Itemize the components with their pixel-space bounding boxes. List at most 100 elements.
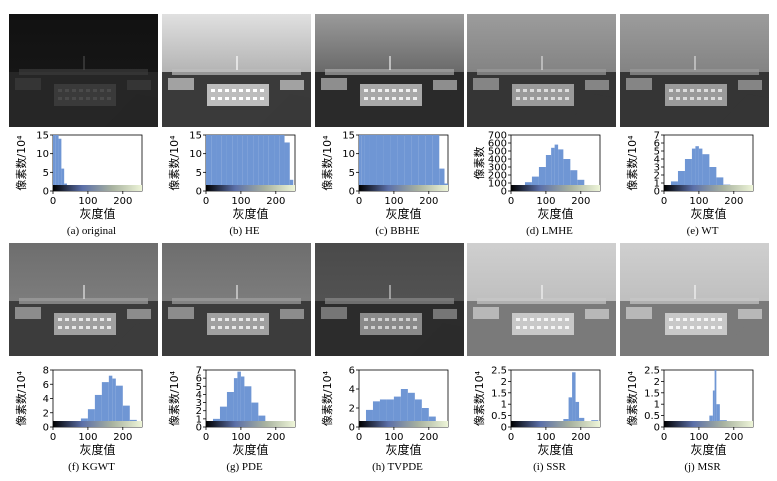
panel-caption: (c) BBHE xyxy=(375,225,420,237)
bar-e-7 xyxy=(702,154,710,191)
y-tick-label: 500 xyxy=(488,147,507,158)
bar-b-9 xyxy=(253,135,259,191)
y-tick-label: 5 xyxy=(196,168,202,179)
bar-b-0 xyxy=(206,135,212,191)
bar-d-3 xyxy=(531,176,539,191)
y-tick-label: 1.5 xyxy=(491,388,507,399)
scene-image-g xyxy=(162,243,311,356)
x-tick-label: 100 xyxy=(536,196,555,207)
y-tick-label: 0.5 xyxy=(644,411,660,422)
bar-e-2 xyxy=(677,171,685,191)
y-tick-label: 7 xyxy=(654,131,660,142)
panel-caption: (b) HE xyxy=(229,225,260,237)
x-tick-label: 0 xyxy=(50,196,56,207)
x-tick-label: 0 xyxy=(356,432,362,443)
y-tick-label: 10 xyxy=(36,149,49,160)
bar-c-8 xyxy=(404,135,412,191)
scene-image-f xyxy=(9,243,158,356)
bar-h-4 xyxy=(386,399,394,427)
y-axis-label: 像素数/10⁴ xyxy=(626,370,639,426)
y-tick-label: 2 xyxy=(501,377,507,388)
x-tick-label: 100 xyxy=(384,196,403,207)
x-axis-label: 灰度值 xyxy=(537,442,573,457)
bar-d-9 xyxy=(563,159,571,191)
x-axis-label: 灰度值 xyxy=(79,442,115,457)
x-axis-label: 灰度值 xyxy=(232,442,268,457)
y-tick-label: 0 xyxy=(501,423,507,434)
y-tick-label: 0 xyxy=(501,187,507,198)
y-tick-label: 6 xyxy=(43,380,49,391)
scene-image-b xyxy=(162,14,311,127)
bar-g-4 xyxy=(233,378,238,427)
bar-g-7 xyxy=(244,386,252,427)
histogram-f: 0 2 4 6 8 0 100 200 像素数/10⁴ 灰度值 (f) KGWT xyxy=(15,366,143,473)
y-tick-label: 3 xyxy=(654,163,660,174)
y-axis-label: 像素数/10⁴ xyxy=(168,370,181,426)
x-tick-label: 100 xyxy=(689,196,708,207)
bar-g-6 xyxy=(240,376,245,427)
bar-f-4 xyxy=(94,394,102,427)
bar-c-11 xyxy=(425,135,433,191)
y-tick-label: 7 xyxy=(196,366,202,377)
y-tick-label: 0 xyxy=(196,423,202,434)
panel-a: 0 5 10 15 0 100 200 像素数/10⁴ 灰度值 (a) original xyxy=(9,14,158,237)
x-axis-label: 灰度值 xyxy=(690,206,726,221)
y-tick-label: 700 xyxy=(488,131,507,142)
bar-c-9 xyxy=(411,135,419,191)
bar-e-5 xyxy=(695,146,699,191)
bar-i-7 xyxy=(575,401,580,427)
bar-b-4 xyxy=(226,135,233,191)
histogram-a: 0 5 10 15 0 100 200 像素数/10⁴ 灰度值 (a) original xyxy=(15,131,143,237)
bar-g-8 xyxy=(251,402,259,427)
gray-level-strip xyxy=(53,185,142,191)
y-tick-label: 1 xyxy=(654,179,660,190)
bar-e-9 xyxy=(716,177,724,191)
panel-f: 0 2 4 6 8 0 100 200 像素数/10⁴ 灰度值 (f) KGWT xyxy=(9,243,158,473)
panel-h: 0 2 4 6 0 100 200 像素数/10⁴ 灰度值 (h) TVPDE xyxy=(315,243,464,473)
plot-frame xyxy=(510,369,601,428)
x-tick-label: 0 xyxy=(508,196,514,207)
panel-b: 0 5 10 15 0 100 200 像素数/10⁴ 灰度值 (b) HE xyxy=(162,14,311,237)
x-axis-label: 灰度值 xyxy=(79,206,115,221)
bar-d-4 xyxy=(538,167,546,191)
panel-caption: (i) SSR xyxy=(533,461,566,473)
gray-level-strip xyxy=(664,185,753,191)
panel-i: 00.511.522.5 0 100 200 像素数/10⁴ 灰度值 (i) SSR xyxy=(467,243,616,473)
bar-h-3 xyxy=(379,399,387,427)
gray-level-strip xyxy=(511,421,600,427)
y-tick-label: 2 xyxy=(654,171,660,182)
panel-j: 00.511.522.5 0 100 200 像素数/10⁴ 灰度值 (j) MSR xyxy=(620,243,769,473)
y-tick-label: 15 xyxy=(342,131,355,142)
y-tick-label: 4 xyxy=(43,394,49,405)
y-tick-label: 0 xyxy=(196,187,202,198)
bar-b-12 xyxy=(268,135,275,191)
y-tick-label: 1 xyxy=(196,414,202,425)
histogram-c: 0 5 10 15 0 100 200 像素数/10⁴ 灰度值 (c) BBHE xyxy=(321,131,449,237)
y-tick-label: 0 xyxy=(43,423,49,434)
x-tick-label: 0 xyxy=(661,432,667,443)
y-tick-label: 0 xyxy=(654,423,660,434)
y-tick-label: 1 xyxy=(654,400,660,411)
bar-c-6 xyxy=(390,135,398,191)
bar-c-13 xyxy=(439,168,445,191)
gray-level-strip xyxy=(359,185,448,191)
x-tick-label: 200 xyxy=(266,432,285,443)
y-axis-label: 像素数/10⁴ xyxy=(15,370,28,426)
scene-image-h xyxy=(315,243,464,356)
histogram-i: 00.511.522.5 0 100 200 像素数/10⁴ 灰度值 (i) SSR xyxy=(473,366,601,473)
bar-b-11 xyxy=(263,135,269,191)
bar-b-10 xyxy=(258,135,264,191)
bar-b-8 xyxy=(247,135,254,191)
bar-b-13 xyxy=(274,135,280,191)
bar-a-1 xyxy=(55,135,59,191)
bar-f-8 xyxy=(115,385,123,427)
x-tick-label: 100 xyxy=(689,432,708,443)
gray-level-strip xyxy=(206,421,295,427)
bar-b-6 xyxy=(237,135,243,191)
bar-j-6 xyxy=(714,370,717,427)
bar-a-2 xyxy=(58,138,62,191)
x-axis-label: 灰度值 xyxy=(232,206,268,221)
y-tick-label: 4 xyxy=(349,385,355,396)
